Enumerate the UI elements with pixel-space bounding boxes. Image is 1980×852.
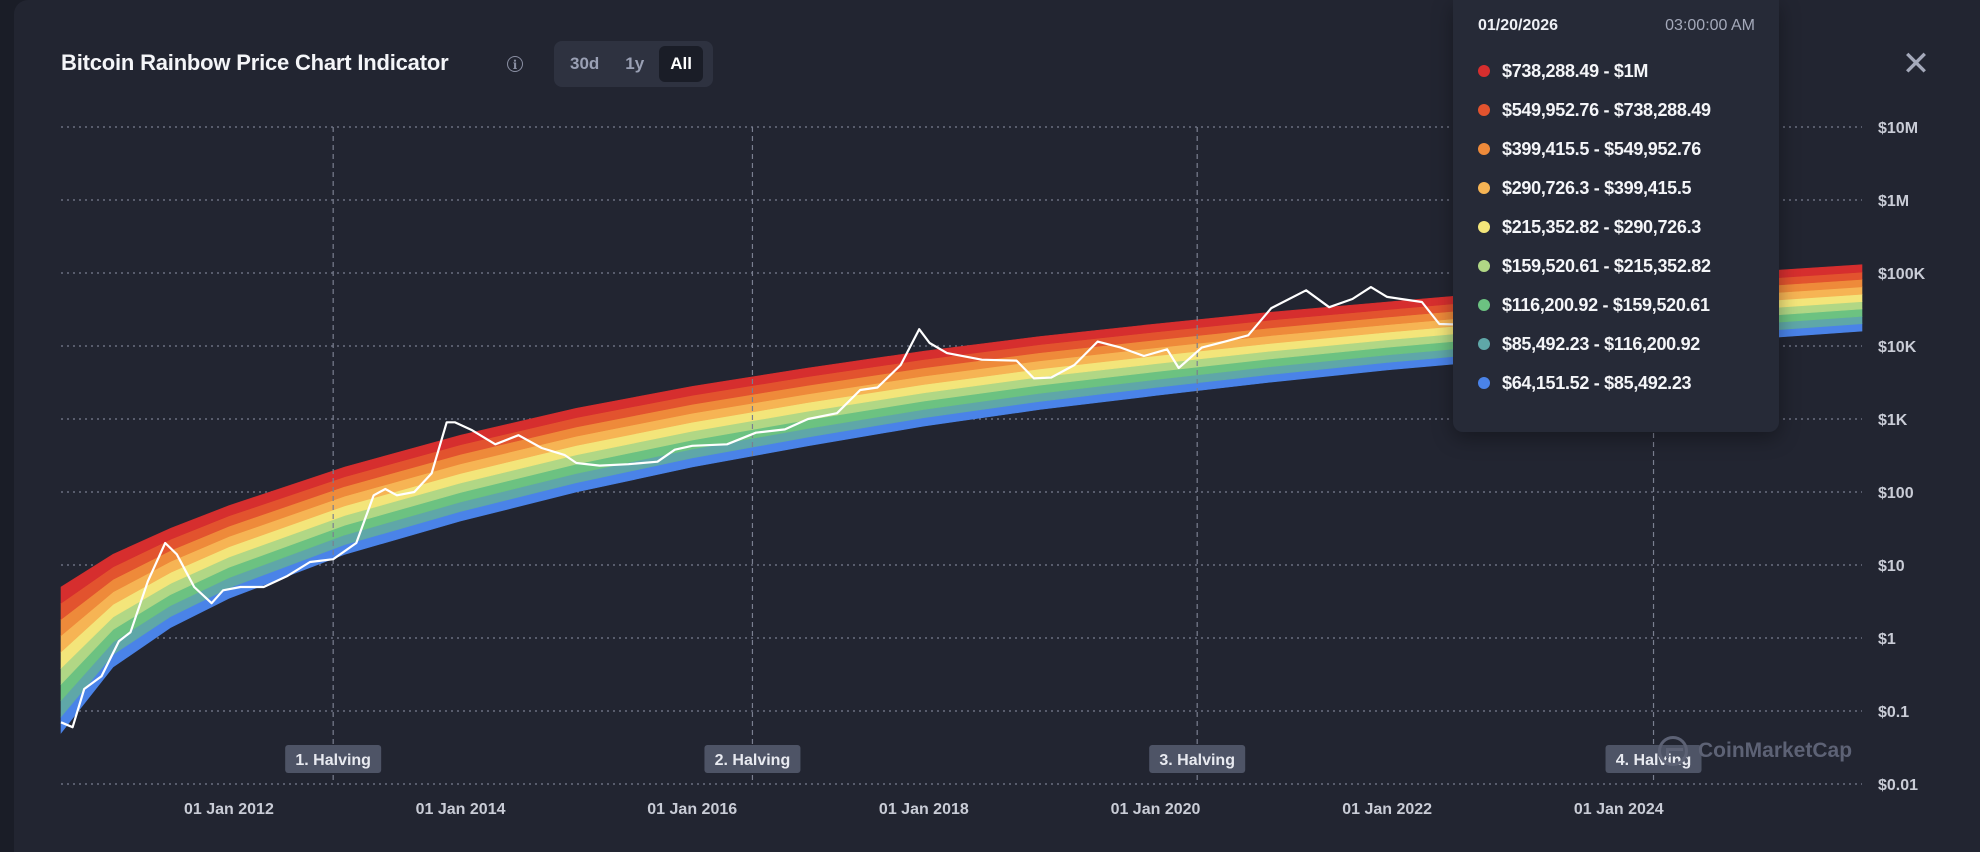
band-range-label: $85,492.23 - $116,200.92	[1502, 333, 1700, 354]
tooltip-row: $399,415.5 - $549,952.76	[1478, 137, 1701, 161]
band-color-dot	[1478, 143, 1490, 155]
price-tooltip: 01/20/2026 03:00:00 AM $738,288.49 - $1M…	[1453, 0, 1779, 432]
tooltip-row: $85,492.23 - $116,200.92	[1478, 332, 1700, 356]
range-30d-button[interactable]: 30d	[570, 54, 600, 73]
range-1y-button[interactable]: 1y	[625, 54, 645, 73]
band-color-dot	[1478, 182, 1490, 194]
band-range-label: $399,415.5 - $549,952.76	[1502, 138, 1701, 159]
close-icon[interactable]: ✕	[1901, 45, 1931, 83]
y-tick-label: $100K	[1878, 266, 1926, 283]
tooltip-row: $549,952.76 - $738,288.49	[1478, 98, 1711, 122]
band-range-label: $64,151.52 - $85,492.23	[1502, 372, 1692, 393]
y-tick-label: $1M	[1878, 193, 1909, 210]
band-range-label: $215,352.82 - $290,726.3	[1502, 216, 1701, 237]
band-range-label: $549,952.76 - $738,288.49	[1502, 99, 1711, 120]
x-tick-label: 01 Jan 2016	[647, 801, 737, 818]
band-color-dot	[1478, 221, 1490, 233]
band-range-label: $159,520.61 - $215,352.82	[1502, 255, 1711, 276]
tooltip-row: $738,288.49 - $1M	[1478, 59, 1648, 83]
coinmarketcap-logo-icon	[1658, 736, 1688, 766]
band-color-dot	[1478, 377, 1490, 389]
rainbow-band	[60, 264, 1863, 604]
halving-badge	[1149, 745, 1246, 773]
y-tick-label: $0.01	[1878, 777, 1918, 794]
x-tick-label: 01 Jan 2018	[879, 801, 969, 818]
y-tick-label: $1	[1878, 631, 1896, 648]
y-tick-label: $1K	[1878, 412, 1908, 429]
band-color-dot	[1478, 104, 1490, 116]
x-tick-label: 01 Jan 2022	[1342, 801, 1432, 818]
tooltip-row: $215,352.82 - $290,726.3	[1478, 215, 1701, 239]
halving-label: 2. Halving	[715, 752, 791, 769]
tooltip-row: $290,726.3 - $399,415.5	[1478, 176, 1692, 200]
x-tick-label: 01 Jan 2014	[416, 801, 506, 818]
page-title: Bitcoin Rainbow Price Chart Indicator	[61, 50, 449, 75]
range-selector: 30d 1y All	[554, 41, 713, 87]
tooltip-row: $116,200.92 - $159,520.61	[1478, 293, 1710, 317]
y-tick-label: $10	[1878, 558, 1905, 575]
tooltip-row: $64,151.52 - $85,492.23	[1478, 371, 1692, 395]
band-color-dot	[1478, 338, 1490, 350]
halving-badge	[285, 745, 382, 773]
band-range-label: $116,200.92 - $159,520.61	[1502, 294, 1710, 315]
band-color-dot	[1478, 65, 1490, 77]
y-tick-label: $10K	[1878, 339, 1917, 356]
halving-label: 3. Halving	[1159, 752, 1235, 769]
band-color-dot	[1478, 260, 1490, 272]
tooltip-time: 03:00:00 AM	[1665, 17, 1755, 34]
y-tick-label: $100	[1878, 485, 1914, 502]
y-tick-label: $0.1	[1878, 704, 1909, 721]
x-tick-label: 01 Jan 2020	[1111, 801, 1201, 818]
y-tick-label: $10M	[1878, 120, 1918, 137]
tooltip-date: 01/20/2026	[1478, 17, 1559, 34]
band-range-label: $738,288.49 - $1M	[1502, 60, 1649, 81]
band-color-dot	[1478, 299, 1490, 311]
tooltip-row: $159,520.61 - $215,352.82	[1478, 254, 1711, 278]
range-all-button[interactable]: All	[659, 46, 703, 82]
x-tick-label: 01 Jan 2012	[184, 801, 274, 818]
price-line	[60, 286, 1504, 729]
halving-badge	[704, 745, 801, 773]
watermark: CoinMarketCap	[1658, 736, 1852, 766]
band-range-label: $290,726.3 - $399,415.5	[1502, 177, 1692, 198]
info-icon[interactable]: i	[507, 56, 523, 72]
halving-label: 1. Halving	[295, 752, 371, 769]
watermark-text: CoinMarketCap	[1698, 739, 1853, 762]
x-tick-label: 01 Jan 2024	[1574, 801, 1664, 818]
